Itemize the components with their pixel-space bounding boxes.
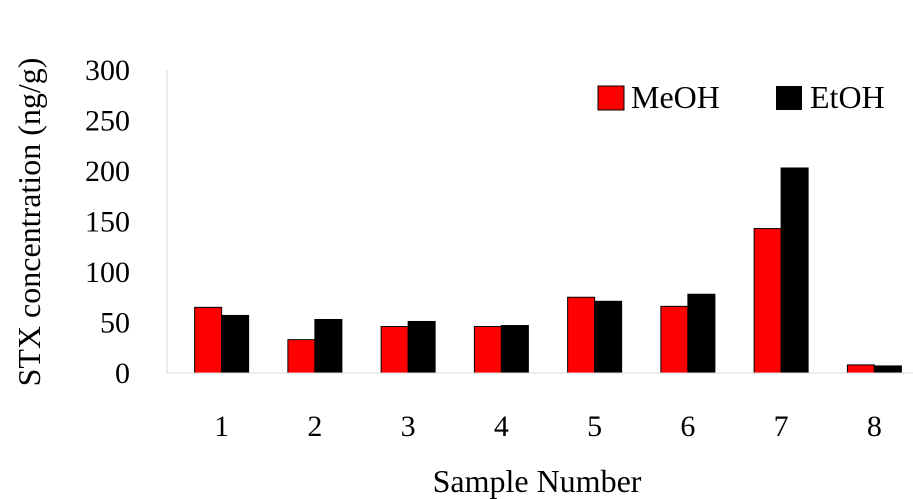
x-tick-label: 1 (214, 410, 229, 443)
legend-swatch-etoh (776, 86, 802, 110)
x-tick-label: 7 (774, 410, 789, 443)
y-tick-label: 300 (85, 54, 130, 87)
bar-etoh-2 (314, 318, 343, 374)
legend-label-etoh: EtOH (810, 79, 885, 115)
bar-meoh-8 (846, 364, 875, 374)
bar-etoh-5 (594, 300, 623, 374)
y-tick-label: 150 (85, 206, 130, 239)
bars (194, 167, 902, 374)
x-tick-label: 2 (307, 410, 322, 443)
bar-meoh-6 (660, 305, 689, 374)
y-axis-label: STX concentration (ng/g) (11, 58, 47, 387)
y-tick-label: 50 (100, 307, 130, 340)
y-tick-label: 250 (85, 105, 130, 138)
bar-meoh-3 (380, 326, 409, 374)
y-tick-label: 100 (85, 256, 130, 289)
x-tick-label: 4 (494, 410, 509, 443)
bar-etoh-7 (780, 167, 809, 374)
y-tick-label: 200 (85, 155, 130, 188)
x-tick-label: 6 (680, 410, 695, 443)
x-axis: 1 2 3 4 5 6 7 8 (167, 372, 913, 443)
bar-etoh-3 (407, 320, 436, 374)
bar-meoh-2 (287, 339, 316, 374)
bar-meoh-4 (473, 326, 502, 374)
y-tick-label: 0 (115, 357, 130, 390)
bar-etoh-6 (687, 293, 716, 374)
bar-etoh-1 (221, 314, 250, 374)
legend: MeOH EtOH (597, 79, 885, 115)
bar-meoh-1 (194, 306, 223, 374)
legend-swatch-meoh (597, 85, 625, 111)
x-tick-label: 5 (587, 410, 602, 443)
bar-etoh-8 (873, 365, 902, 374)
y-axis: 0 50 100 150 200 250 300 (85, 54, 168, 390)
bar-etoh-4 (500, 325, 529, 374)
x-tick-label: 3 (401, 410, 416, 443)
legend-label-meoh: MeOH (631, 79, 720, 115)
x-axis-label: Sample Number (433, 463, 642, 499)
bar-meoh-7 (753, 228, 782, 374)
x-tick-label: 8 (867, 410, 882, 443)
bar-meoh-5 (567, 296, 596, 374)
